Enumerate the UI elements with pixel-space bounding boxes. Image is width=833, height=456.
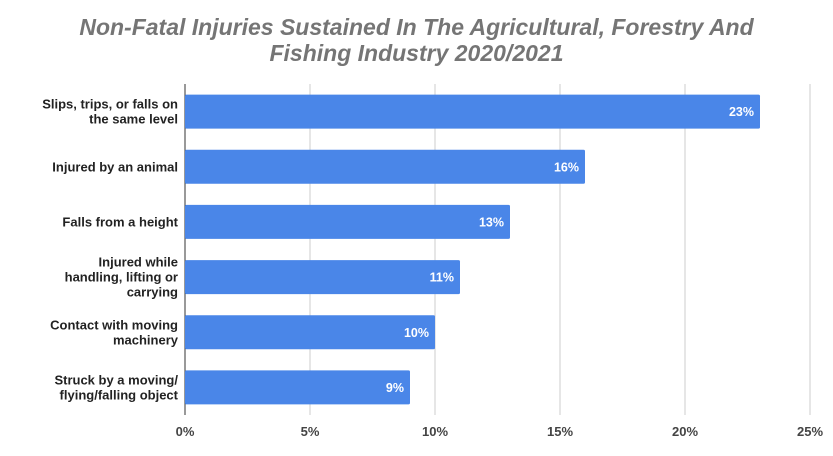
category-label-line: Injured while xyxy=(99,255,178,270)
bar xyxy=(185,315,435,350)
category-label: Injured by an animal xyxy=(52,159,178,174)
x-tick-label: 5% xyxy=(301,424,320,439)
chart-title-line-1: Non-Fatal Injuries Sustained In The Agri… xyxy=(79,14,754,40)
x-tick-label: 10% xyxy=(422,424,448,439)
category-label: Slips, trips, or falls on the same level xyxy=(42,97,178,127)
gridlines xyxy=(184,84,811,415)
data-label: 23% xyxy=(729,105,754,119)
category-label: Injured while handling, lifting or carryin… xyxy=(65,255,178,300)
x-tick-label: 0% xyxy=(176,424,195,439)
category-label: Falls from a height xyxy=(62,214,178,229)
category-label: Struck by a moving/flying/falling object xyxy=(54,372,178,402)
data-label: 16% xyxy=(554,160,579,174)
category-label-line: Injured by an animal xyxy=(52,159,178,174)
category-label-line: carrying xyxy=(127,285,178,300)
x-axis-tick-labels: 0% 5% 10% 15% 20% 25% xyxy=(176,424,824,439)
data-label: 11% xyxy=(430,271,454,285)
x-tick-label: 15% xyxy=(547,424,573,439)
bar xyxy=(185,260,460,295)
category-label: Contact with moving machinery xyxy=(50,317,179,347)
category-label-line: handling, lifting or xyxy=(65,270,178,285)
bars: 23% 16% 13% 11% 10% 9% xyxy=(185,94,760,405)
data-label: 13% xyxy=(479,215,504,229)
chart-title-line-2: Fishing Industry 2020/2021 xyxy=(269,40,564,66)
x-tick-label: 20% xyxy=(672,424,698,439)
bar xyxy=(185,149,585,184)
category-label-line: Struck by a moving/ xyxy=(54,372,178,387)
bar xyxy=(185,370,410,405)
chart-title: Non-Fatal Injuries Sustained In The Agri… xyxy=(0,14,833,66)
category-label-line: the same level xyxy=(89,112,178,127)
category-label-line: Slips, trips, or falls on xyxy=(42,97,178,112)
bar xyxy=(185,204,510,239)
category-labels: Slips, trips, or falls on the same level I… xyxy=(42,97,179,403)
bar xyxy=(185,94,760,129)
x-tick-label: 25% xyxy=(797,424,823,439)
category-label-line: machinery xyxy=(113,332,179,347)
data-label: 10% xyxy=(404,326,429,340)
category-label-line: Falls from a height xyxy=(62,214,178,229)
data-label: 9% xyxy=(386,381,404,395)
category-label-line: flying/falling object xyxy=(60,387,179,402)
category-label-line: Contact with moving xyxy=(50,317,178,332)
